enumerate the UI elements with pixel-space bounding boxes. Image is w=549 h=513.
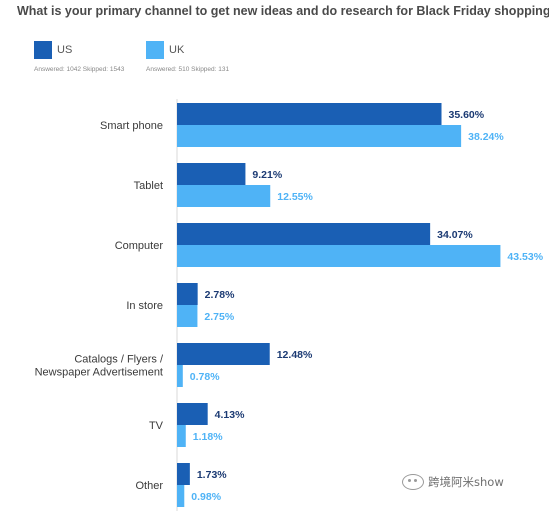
- data-label-uk: 0.78%: [190, 371, 220, 383]
- bar-uk: [177, 245, 501, 267]
- category-label: Computer: [115, 240, 164, 252]
- category-label: Newspaper Advertisement: [35, 367, 163, 379]
- legend-swatch-uk: [146, 41, 164, 59]
- data-label-us: 9.21%: [252, 169, 282, 181]
- bar-uk: [177, 185, 271, 207]
- data-label-us: 34.07%: [437, 229, 473, 241]
- bar-uk: [177, 305, 198, 327]
- bar-us: [177, 163, 246, 185]
- watermark-text: 跨境阿米show: [428, 475, 504, 489]
- bar-uk: [177, 485, 185, 507]
- data-label-uk: 1.18%: [193, 431, 223, 443]
- bar-us: [177, 103, 442, 125]
- category-label: Catalogs / Flyers /: [74, 354, 164, 366]
- data-label-us: 2.78%: [205, 289, 235, 301]
- data-label-us: 4.13%: [215, 409, 245, 421]
- category-label: Other: [135, 480, 163, 492]
- bar-uk: [177, 365, 183, 387]
- category-label: Smart phone: [100, 120, 163, 132]
- bar-us: [177, 463, 190, 485]
- wechat-icon: [402, 474, 424, 490]
- category-label: In store: [126, 300, 163, 312]
- data-label-us: 35.60%: [449, 109, 485, 121]
- data-label-uk: 43.53%: [507, 251, 543, 263]
- bar-us: [177, 403, 208, 425]
- data-label-uk: 38.24%: [468, 131, 504, 143]
- legend-swatch-us: [34, 41, 52, 59]
- legend-label-us: US: [57, 44, 73, 56]
- legend-stat-us: Answered: 1042 Skipped: 1543: [34, 66, 125, 73]
- category-label: Tablet: [134, 180, 163, 192]
- data-label-uk: 12.55%: [277, 191, 313, 203]
- bar-us: [177, 343, 270, 365]
- bar-uk: [177, 425, 186, 447]
- watermark: 跨境阿米show: [402, 474, 504, 490]
- data-label-us: 12.48%: [277, 349, 313, 361]
- bar-us: [177, 283, 198, 305]
- data-label-uk: 2.75%: [204, 311, 234, 323]
- legend-stat-uk: Answered: 510 Skipped: 131: [146, 66, 230, 73]
- legend-label-uk: UK: [169, 44, 185, 56]
- category-label: TV: [149, 420, 164, 432]
- bar-us: [177, 223, 431, 245]
- data-label-uk: 0.98%: [191, 491, 221, 503]
- chart-title: What is your primary channel to get new …: [17, 4, 549, 18]
- data-label-us: 1.73%: [197, 469, 227, 481]
- bar-uk: [177, 125, 462, 147]
